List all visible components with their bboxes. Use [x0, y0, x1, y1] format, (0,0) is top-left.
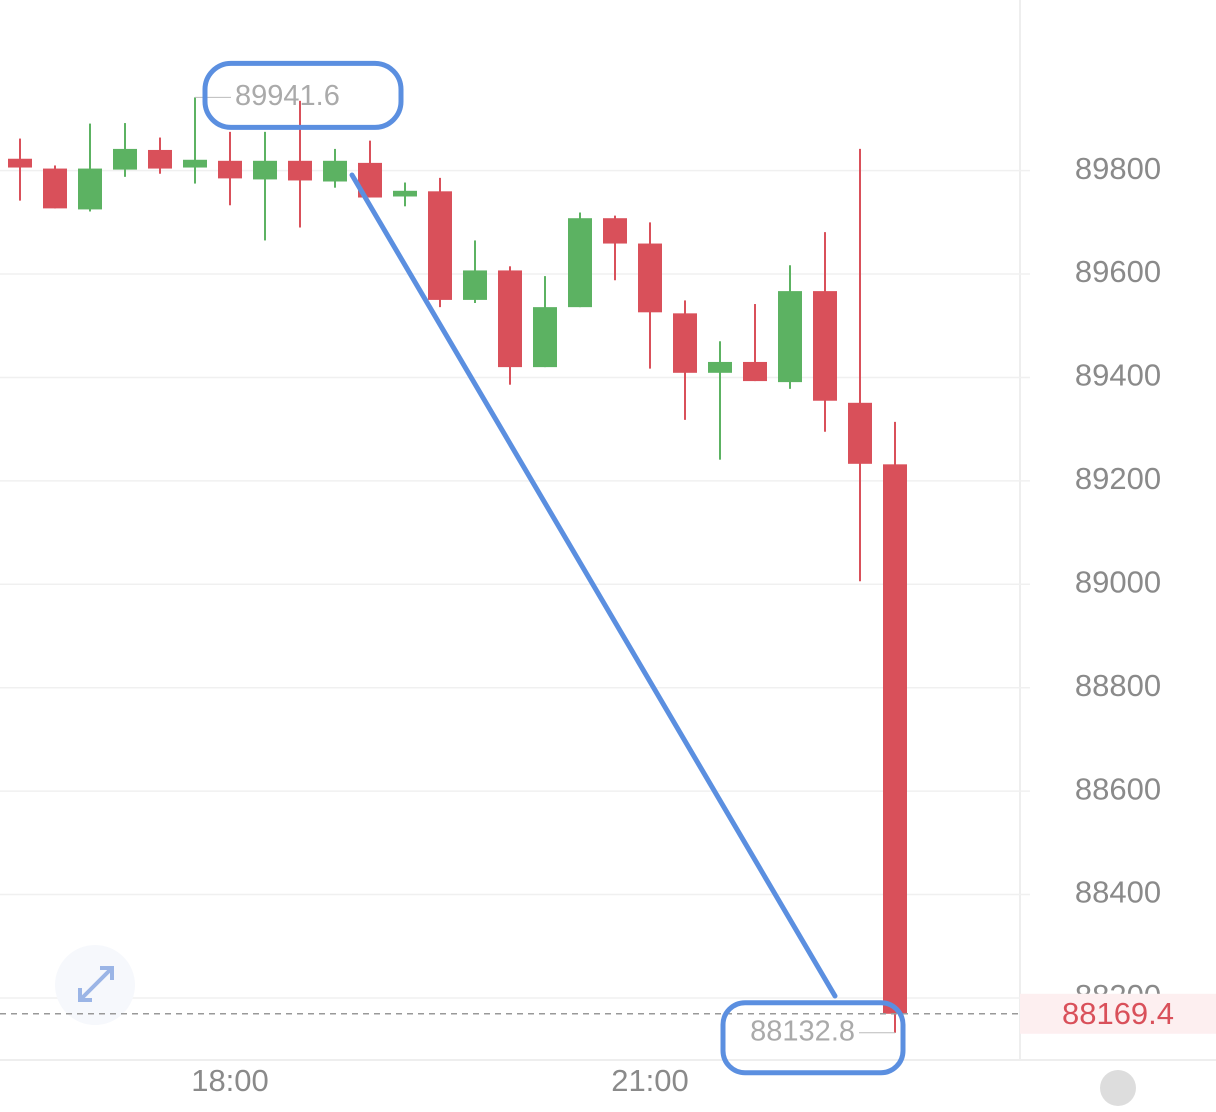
candle-body [8, 158, 32, 168]
candle-body [813, 291, 837, 401]
plot-area: 8820088400886008880089000892008940089600… [0, 97, 1161, 1098]
expand-button[interactable] [55, 945, 135, 1025]
candle-body [568, 218, 592, 308]
logo-icon [1100, 1070, 1136, 1106]
y-tick-label: 89400 [1075, 358, 1161, 393]
candle-body [43, 168, 67, 209]
candle-body [183, 159, 207, 168]
y-tick-label: 89800 [1075, 151, 1161, 186]
candle-body [218, 160, 242, 179]
y-tick-label: 89600 [1075, 254, 1161, 289]
low-marker-label: 88132.8 [750, 1015, 855, 1047]
x-tick-label: 21:00 [611, 1063, 689, 1098]
candle-body [708, 361, 732, 373]
x-tick-label: 18:00 [191, 1063, 269, 1098]
candle-body [288, 160, 312, 181]
candle-body [533, 307, 557, 368]
candle-body [463, 270, 487, 300]
y-tick-label: 88800 [1075, 668, 1161, 703]
candle-body [883, 464, 907, 1014]
annotations: 88169.4 89941.6 88132.8 [0, 60, 1216, 1076]
candle-body [778, 291, 802, 383]
y-tick-label: 89000 [1075, 564, 1161, 599]
candle-body [393, 190, 417, 197]
candle-body [253, 160, 277, 180]
highlight-box [720, 1000, 906, 1076]
candle-body [498, 270, 522, 368]
candle-body [603, 218, 627, 244]
candle-body [148, 149, 172, 169]
y-tick-label: 89200 [1075, 461, 1161, 496]
last-price-label: 88169.4 [1062, 996, 1174, 1031]
y-tick-label: 88400 [1075, 875, 1161, 910]
y-tick-label: 88600 [1075, 771, 1161, 806]
candle-body [113, 148, 137, 170]
candle-body [673, 313, 697, 373]
candle-body [638, 243, 662, 313]
candle-body [323, 160, 347, 182]
last-price-bg [1020, 993, 1216, 1034]
expand-icon[interactable] [78, 966, 114, 1002]
high-marker-label: 89941.6 [235, 80, 340, 112]
highlight-line [349, 172, 838, 999]
candle-body [743, 361, 767, 382]
candle-body [848, 402, 872, 464]
candle-body [428, 191, 452, 300]
highlight-box [202, 60, 404, 130]
candle-body [78, 168, 102, 210]
